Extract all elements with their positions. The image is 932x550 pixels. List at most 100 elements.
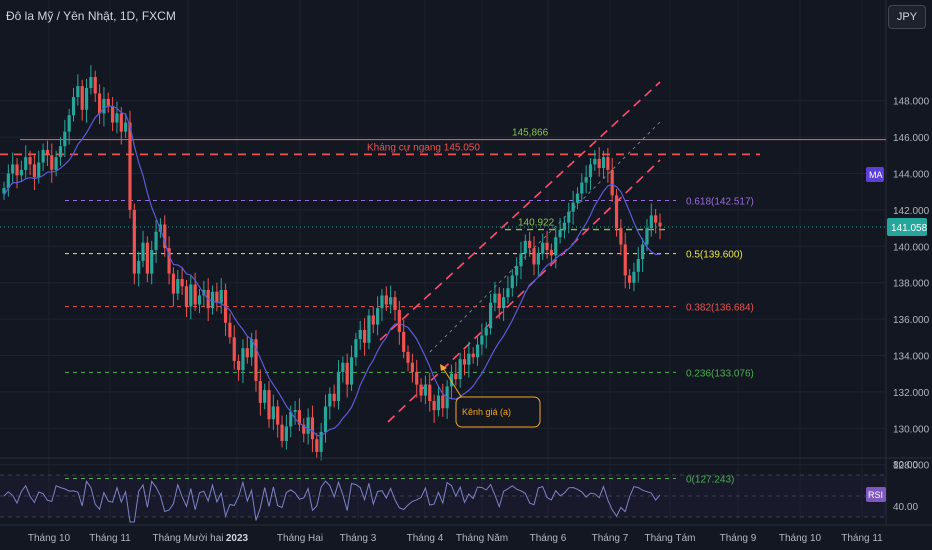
candle bbox=[423, 375, 428, 405]
candle bbox=[306, 408, 310, 445]
candle bbox=[297, 398, 302, 432]
candle bbox=[627, 269, 632, 290]
candle-body bbox=[89, 77, 93, 88]
candle-body bbox=[154, 231, 158, 250]
candle bbox=[76, 74, 80, 106]
candle-body bbox=[627, 275, 632, 283]
candle-body bbox=[536, 253, 540, 265]
candle-body bbox=[423, 384, 428, 396]
candle bbox=[519, 241, 523, 280]
candle-body bbox=[458, 359, 462, 380]
candle bbox=[58, 137, 63, 166]
moving-average-line bbox=[3, 105, 661, 437]
candle bbox=[93, 70, 97, 102]
candle bbox=[63, 119, 67, 157]
last-price-badge bbox=[887, 218, 927, 237]
candle bbox=[302, 418, 306, 443]
candle-body bbox=[93, 77, 97, 94]
candle bbox=[315, 432, 319, 459]
candle-body bbox=[245, 348, 249, 358]
candle-body bbox=[15, 164, 19, 176]
candle-body bbox=[284, 426, 288, 442]
candle bbox=[89, 65, 93, 95]
x-tick-label: Tháng Tám bbox=[645, 533, 696, 544]
candle-body bbox=[302, 424, 306, 434]
candle bbox=[536, 247, 540, 278]
candle-body bbox=[176, 279, 180, 294]
candle-body bbox=[593, 158, 597, 165]
candle bbox=[571, 190, 575, 225]
currency-button[interactable]: JPY bbox=[888, 5, 926, 29]
candle bbox=[545, 230, 549, 259]
candle bbox=[11, 152, 15, 185]
candle-body bbox=[436, 395, 441, 411]
candle bbox=[245, 336, 249, 364]
candle bbox=[258, 369, 262, 416]
candle bbox=[588, 158, 593, 191]
candle bbox=[458, 352, 462, 388]
candle bbox=[276, 400, 280, 438]
candle-body bbox=[219, 289, 223, 303]
candle bbox=[41, 143, 45, 172]
y-tick-label: 134.000 bbox=[893, 352, 930, 363]
rsi-badge-label: RSI bbox=[868, 490, 883, 500]
x-tick-label: Tháng 3 bbox=[340, 533, 377, 544]
candle bbox=[284, 414, 288, 450]
candle-body bbox=[641, 244, 645, 260]
candle bbox=[454, 361, 458, 386]
candle bbox=[15, 158, 19, 189]
candle bbox=[497, 287, 501, 319]
candle-body bbox=[345, 362, 349, 385]
candle-body bbox=[614, 195, 619, 229]
candle-body bbox=[54, 157, 58, 170]
candle bbox=[488, 293, 493, 335]
candle-body bbox=[228, 322, 232, 338]
x-tick-label: Tháng Năm bbox=[456, 533, 508, 544]
candle bbox=[132, 203, 136, 285]
candle bbox=[336, 360, 341, 410]
candle bbox=[389, 285, 393, 314]
candle-body bbox=[549, 249, 553, 256]
candle-body bbox=[115, 113, 119, 123]
candle bbox=[558, 218, 562, 244]
candle bbox=[163, 215, 167, 257]
candle-body bbox=[189, 284, 193, 307]
candle bbox=[115, 101, 119, 134]
candle bbox=[197, 289, 202, 314]
candle bbox=[584, 165, 588, 194]
candle-body bbox=[193, 284, 197, 305]
candle bbox=[515, 257, 519, 287]
candle-body bbox=[11, 164, 15, 174]
candle bbox=[402, 320, 406, 359]
candle-body bbox=[454, 373, 458, 380]
candle-body bbox=[241, 348, 245, 371]
candle-body bbox=[380, 295, 384, 309]
candle bbox=[32, 155, 37, 191]
candle bbox=[241, 339, 245, 383]
fib-label: 0.618(142.517) bbox=[686, 196, 754, 207]
candle-body bbox=[510, 275, 514, 289]
chart-title: Đô la Mỹ / Yên Nhật, 1D, FXCM bbox=[6, 9, 176, 23]
candle-body bbox=[397, 310, 401, 332]
candle-body bbox=[71, 97, 76, 116]
x-tick-label: 2023 bbox=[226, 533, 249, 544]
x-tick-label: Tháng 4 bbox=[407, 533, 444, 544]
candle-body bbox=[263, 390, 267, 403]
candle-body bbox=[371, 315, 375, 325]
candle bbox=[293, 401, 297, 425]
channel-annotation-box bbox=[455, 396, 541, 428]
candle bbox=[606, 148, 610, 183]
candle-body bbox=[45, 149, 50, 156]
candle-body bbox=[571, 202, 575, 212]
y-tick-label: 148.000 bbox=[893, 97, 930, 108]
candle bbox=[97, 84, 102, 125]
candle bbox=[510, 269, 514, 297]
candle-body bbox=[210, 291, 215, 309]
candle-body bbox=[128, 122, 132, 210]
support-level-label: 140.922 bbox=[518, 218, 555, 229]
candle bbox=[319, 422, 323, 461]
candle bbox=[649, 203, 653, 237]
candle-body bbox=[289, 411, 293, 427]
